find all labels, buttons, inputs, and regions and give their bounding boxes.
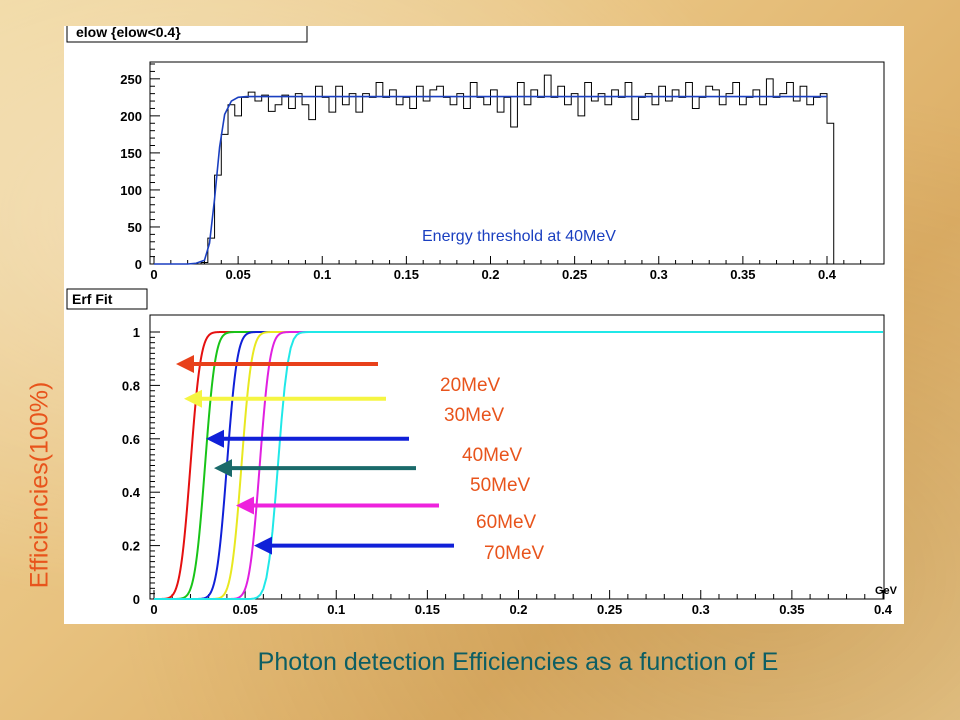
series-label-70MeV: 70MeV [484, 543, 545, 564]
erf-x-tick-label: 0.15 [415, 602, 440, 617]
histogram-x-tick-label: 0.05 [225, 267, 250, 282]
histogram-x-tick-label: 0.25 [562, 267, 587, 282]
histogram-x-tick-label: 0.4 [818, 267, 837, 282]
arrow-head-50MeV [214, 459, 232, 478]
histogram-x-tick-label: 0 [150, 267, 157, 282]
erf-y-tick-label: 0 [133, 592, 140, 607]
erf-x-tick-label: 0.2 [509, 602, 527, 617]
histogram-x-tick-label: 0.3 [650, 267, 668, 282]
histogram-x-tick-label: 0.1 [313, 267, 331, 282]
histogram-frame [149, 61, 885, 265]
erf-y-tick-label: 0.8 [122, 378, 140, 393]
erf-axes: 0 0.05 0.1 0.15 0.2 0.25 0.3 0.35 0.4 0 0.2 0.4 0.6 0… [122, 325, 893, 617]
histogram-y-tick-label: 100 [120, 183, 142, 198]
series-label-20MeV: 20MeV [440, 375, 501, 396]
histogram-chart: elow {elow<0.4} 0 0.05 0.1 0.15 0.2 0.25 0.3 0.… [66, 21, 885, 282]
histogram-y-tick-label: 0 [135, 257, 142, 272]
histogram-y-tick-label: 200 [120, 109, 142, 124]
slide-caption: Photon detection Efficiencies as a funct… [257, 648, 779, 676]
erf-curve-70MeV [154, 331, 883, 600]
erf-x-tick-label: 0.35 [779, 602, 804, 617]
arrow-head-20MeV [176, 355, 194, 374]
series-label-60MeV: 60MeV [476, 512, 537, 533]
erf-plot [154, 331, 883, 600]
histogram-y-tick-label: 150 [120, 146, 142, 161]
arrow-head-70MeV [254, 536, 272, 555]
erf-x-tick-label: 0.05 [232, 602, 257, 617]
series-label-40MeV: 40MeV [462, 445, 523, 466]
erf-x-tick-label: 0.3 [692, 602, 710, 617]
erf-arrows [176, 355, 454, 555]
arrow-head-60MeV [236, 496, 254, 515]
erf-y-tick-label: 0.6 [122, 432, 140, 447]
efficiency-axis-label: Efficiencies(100%) [25, 381, 54, 589]
gev-unit-label: GeV [875, 585, 898, 597]
erf-curve-40MeV [154, 331, 282, 600]
erf-frame [149, 314, 885, 600]
threshold-annotation: Energy threshold at 40MeV [422, 228, 616, 245]
charts-svg: elow {elow<0.4} 0 0.05 0.1 0.15 0.2 0.25 0.3 0.… [66, 21, 898, 617]
arrow-head-40MeV [206, 429, 224, 448]
histogram-x-tick-label: 0.2 [481, 267, 499, 282]
histogram-y-tick-label: 250 [120, 72, 142, 87]
histogram-plot [154, 74, 835, 265]
erf-title: Erf Fit [72, 291, 113, 307]
y-axis-label-wrap: Efficiencies(100%) [20, 350, 60, 620]
erf-x-tick-label: 0.25 [597, 602, 622, 617]
histogram-axes: 0 0.05 0.1 0.15 0.2 0.25 0.3 0.35 0.4 0 50 100 150 20… [120, 63, 862, 282]
erf-x-tick-label: 0.4 [874, 602, 893, 617]
erf-curve-30MeV [154, 331, 264, 600]
histogram-fit-curve [154, 95, 827, 265]
histogram-y-tick-label: 50 [128, 220, 142, 235]
arrow-head-30MeV [184, 389, 202, 408]
erf-fit-chart: Erf Fit 0 0.05 0.1 0.15 0.2 0.25 0.3 0.35 0.4 0 0.… [66, 288, 898, 617]
series-label-30MeV: 30MeV [444, 405, 505, 426]
erf-series-labels: 20MeV 30MeV 40MeV 50MeV 60MeV 70MeV [440, 375, 545, 564]
histogram-x-tick-label: 0.35 [730, 267, 755, 282]
erf-y-tick-label: 0.4 [122, 485, 141, 500]
erf-y-tick-label: 1 [133, 325, 140, 340]
histogram-x-tick-label: 0.15 [394, 267, 419, 282]
erf-x-tick-label: 0 [150, 602, 157, 617]
erf-title-box [66, 288, 148, 310]
histogram-title: elow {elow<0.4} [76, 26, 181, 40]
erf-x-tick-label: 0.1 [327, 602, 345, 617]
series-label-50MeV: 50MeV [470, 475, 531, 496]
plot-panel: elow {elow<0.4} 0 0.05 0.1 0.15 0.2 0.25 0.3 0.… [64, 21, 904, 624]
erf-y-tick-label: 0.2 [122, 539, 140, 554]
